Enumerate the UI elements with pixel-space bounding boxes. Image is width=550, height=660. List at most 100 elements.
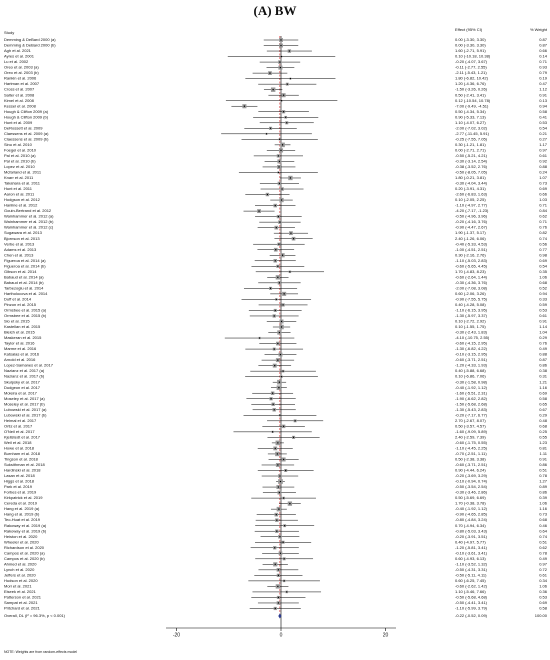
- weight-label: 0.14: [539, 54, 548, 59]
- effect-point: [276, 453, 279, 455]
- study-label: Wainhammer et al. 2012 (c): [4, 225, 54, 230]
- weight-label: 0.82: [539, 230, 548, 235]
- effect-ci-label: 0.60 (-6.25, 7.45): [455, 578, 486, 583]
- weight-label: 0.73: [539, 512, 548, 517]
- study-label: Aaron et al. 2011: [4, 192, 35, 197]
- weight-label: 0.53: [539, 595, 548, 600]
- weight-label: 1.16: [539, 385, 548, 390]
- header-weight: % Weight: [530, 27, 548, 32]
- effect-ci-label: 0.50 (-5.69, 6.69): [455, 495, 486, 500]
- study-label: Cross et al. 2007: [4, 87, 35, 92]
- effect-point: [286, 122, 288, 124]
- study-label: Rakoway et al. 2019 (b): [4, 528, 47, 533]
- study-label: Hudson et al. 2020: [4, 578, 38, 583]
- effect-ci-label: -0.38 (-3.52, 2.76): [455, 164, 488, 169]
- effect-point: [277, 265, 279, 267]
- effect-point: [281, 254, 284, 256]
- effect-point: [278, 138, 281, 141]
- effect-ci-label: -0.50 (-8.05, 7.05): [455, 170, 488, 175]
- effect-ci-label: -1.60 (-9.09, 5.89): [455, 429, 488, 434]
- weight-label: 0.86: [539, 363, 548, 368]
- effect-ci-label: 0.50 (-2.38, 3.38): [455, 457, 486, 462]
- study-label: Pal et al. 2010 (b): [4, 158, 36, 163]
- effect-ci-label: -1.10 (-5.99, 3.79): [455, 606, 488, 611]
- study-label: Kessel et al. 2008: [4, 103, 37, 108]
- study-label: Kjellstedt et al. 2017: [4, 434, 41, 439]
- effect-ci-label: -0.40 (-1.92, 1.12): [455, 385, 488, 390]
- weight-label: 0.27: [539, 136, 548, 141]
- effect-point: [269, 72, 271, 74]
- study-label: Cereda et al. 2019: [4, 501, 38, 506]
- effect-ci-label: -1.90 (-6.62, 2.82): [455, 396, 488, 401]
- weight-label: 0.54: [539, 125, 548, 130]
- study-label: Babaud et al. 2014 (a): [4, 274, 44, 279]
- study-label: Chen et al. 2013: [4, 252, 34, 257]
- effect-ci-label: -0.80 (-4.84, 3.24): [455, 517, 488, 522]
- weight-label: 0.81: [539, 445, 548, 450]
- study-label: Suksithman et al. 2018: [4, 462, 45, 467]
- effect-ci-label: -2.00 (-7.08, 3.08): [455, 285, 488, 290]
- effect-ci-label: 0.00 (-3.30, 3.30): [455, 37, 486, 42]
- effect-point: [272, 88, 274, 91]
- study-label: Hang et al. 2019 (b): [4, 512, 40, 517]
- effect-point: [280, 149, 282, 152]
- effect-point: [280, 39, 282, 41]
- effect-ci-label: -0.50 (-5.21, 4.21): [455, 153, 488, 158]
- study-label: Lopez et al. 2010: [4, 164, 35, 169]
- effect-point: [258, 337, 261, 339]
- weight-label: 1.23: [539, 440, 548, 445]
- effect-ci-label: 0.12 (-10.54, 10.78): [455, 98, 491, 103]
- study-label: Rankin et al. 2006: [4, 76, 37, 81]
- study-label: Moleira et al. 2017: [4, 390, 38, 395]
- effect-point: [292, 436, 295, 439]
- weight-label: 0.91: [539, 92, 548, 97]
- study-label: Wheeler et al. 2020: [4, 539, 39, 544]
- study-label: Babaud et al. 2014 (b): [4, 280, 44, 285]
- study-label: Ayres et al. 2001: [4, 54, 35, 59]
- weight-label: 0.58: [539, 396, 548, 401]
- effect-point: [275, 513, 277, 516]
- effect-ci-label: 0.30 (-2.16, 2.76): [455, 252, 486, 257]
- effect-point: [277, 276, 279, 279]
- study-label: Tingson et al. 2018: [4, 457, 39, 462]
- effect-point: [276, 519, 278, 521]
- effect-point: [281, 188, 283, 190]
- effect-point: [279, 475, 281, 477]
- effect-point: [280, 100, 283, 102]
- effect-point: [278, 331, 281, 334]
- study-label: Lubowski et al. 2017 (a): [4, 407, 47, 412]
- effect-point: [274, 204, 276, 207]
- effect-ci-label: 0.40 (-5.88, 6.68): [455, 368, 486, 373]
- weight-label: 1.12: [539, 87, 548, 92]
- effect-ci-label: 1.60 (-2.71, 5.91): [455, 48, 486, 53]
- study-label: Lubowski et al. 2017 (b): [4, 412, 47, 417]
- effect-point: [283, 524, 286, 527]
- effect-ci-label: -0.40 (-5.33, 4.53): [455, 241, 488, 246]
- study-label: Ortiz et al. 2017: [4, 423, 33, 428]
- effect-point: [278, 381, 281, 383]
- effect-point: [273, 409, 275, 411]
- footnote: NOTE: Weights are from random-effects mo…: [4, 650, 77, 654]
- weight-label: 0.61: [539, 313, 548, 318]
- effect-ci-label: -0.50 (-4.41, 3.41): [455, 600, 488, 605]
- weight-label: 1.14: [539, 324, 548, 329]
- header-effect: Effect (95% CI): [455, 27, 483, 32]
- effect-point: [279, 536, 281, 538]
- effect-point: [275, 226, 277, 229]
- effect-ci-label: 0.90 (-5.33, 7.13): [455, 114, 486, 119]
- weight-label: 0.61: [539, 153, 548, 158]
- effect-ci-label: 1.10 (-5.46, 7.66): [455, 589, 486, 594]
- weight-label: 0.71: [539, 219, 548, 224]
- effect-point: [274, 260, 276, 262]
- weight-label: 0.69: [539, 390, 548, 395]
- study-label: Salter et al. 2008: [4, 92, 35, 97]
- weight-label: 0.91: [539, 319, 548, 324]
- study-label: Wainhammer et al. 2012 (b): [4, 219, 54, 224]
- effect-point: [273, 315, 275, 317]
- effect-point: [277, 215, 280, 218]
- study-label: Lasan et al. 2018: [4, 473, 35, 478]
- weight-label: 0.68: [539, 517, 548, 522]
- effect-ci-label: -0.90 (-4.65, 2.85): [455, 512, 488, 517]
- study-label: Bleich et al. 2015: [4, 330, 35, 335]
- effect-ci-label: 0.10 (-1.55, 1.75): [455, 324, 486, 329]
